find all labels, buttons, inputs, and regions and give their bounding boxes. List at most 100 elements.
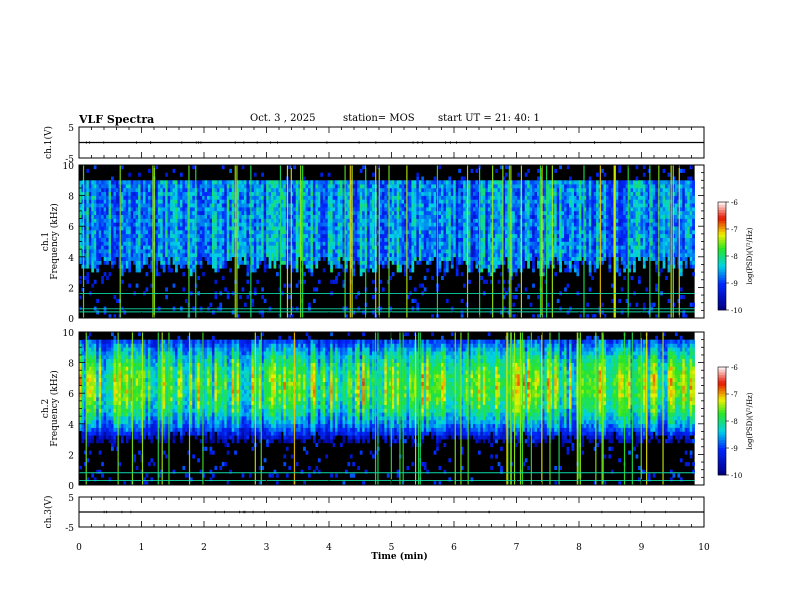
heatmap-cell <box>197 230 200 235</box>
heatmap-cell <box>381 264 385 269</box>
heatmap-cell <box>544 191 548 196</box>
heatmap-cell <box>253 252 257 258</box>
heatmap-cell <box>354 252 358 258</box>
heatmap-cell <box>468 264 471 269</box>
heatmap-cell <box>438 210 442 216</box>
heatmap-cell <box>369 230 373 235</box>
heatmap-cell <box>438 252 442 258</box>
heatmap-cell <box>389 180 393 185</box>
heatmap-cell <box>522 199 526 204</box>
heatmap-cell <box>416 184 420 189</box>
heatmap-cell <box>485 180 489 185</box>
heatmap-cell <box>239 195 242 200</box>
heatmap-cell <box>571 249 575 254</box>
heatmap-cell <box>455 237 459 242</box>
heatmap-cell <box>79 237 82 242</box>
heatmap-cell <box>303 199 306 204</box>
heatmap-cell <box>130 180 134 185</box>
heatmap-cell <box>367 199 370 204</box>
heatmap-cell <box>226 295 230 300</box>
heatmap-cell <box>130 241 134 246</box>
heatmap-cell <box>445 260 449 265</box>
heatmap-cell <box>93 252 97 258</box>
heatmap-cell <box>512 314 516 319</box>
heatmap-cell <box>352 310 356 315</box>
heatmap-cell <box>184 233 188 238</box>
heatmap-cell <box>438 165 442 170</box>
heatmap-cell <box>460 256 464 261</box>
heatmap-cell <box>566 214 570 219</box>
heatmap-cell <box>448 256 452 261</box>
heatmap-cell <box>239 207 242 212</box>
heatmap-cell <box>391 218 395 223</box>
heatmap-cell <box>204 241 208 246</box>
heatmap-cell <box>532 218 535 223</box>
heatmap-cell <box>408 199 412 204</box>
heatmap-cell <box>517 180 521 185</box>
heatmap-cell <box>524 230 528 235</box>
heatmap-cell <box>381 245 385 250</box>
heatmap-cell <box>566 237 570 242</box>
heatmap-cell <box>379 203 383 208</box>
heatmap-cell <box>207 252 210 258</box>
heatmap-cell <box>492 233 496 238</box>
heatmap-cell <box>522 264 526 269</box>
heatmap-cell <box>473 230 476 235</box>
heatmap-cell <box>554 214 558 219</box>
heatmap-cell <box>162 218 166 223</box>
heatmap-cell <box>532 180 535 185</box>
heatmap-cell <box>221 214 225 219</box>
heatmap-cell <box>566 241 570 246</box>
heatmap-cell <box>537 230 540 235</box>
heatmap-cell <box>219 180 223 185</box>
heatmap-cell <box>115 180 119 185</box>
heatmap-cell <box>88 245 92 250</box>
heatmap-cell <box>209 230 213 235</box>
heatmap-cell <box>448 195 452 200</box>
heatmap-cell <box>527 168 530 173</box>
heatmap-cell <box>344 241 348 246</box>
heatmap-cell <box>556 226 560 231</box>
heatmap-cell <box>517 260 521 265</box>
heatmap-cell <box>276 218 279 223</box>
heatmap-cell <box>473 256 476 261</box>
heatmap-cell <box>470 203 474 208</box>
heatmap-cell <box>438 249 442 254</box>
heatmap-cell <box>401 233 405 238</box>
heatmap-cell <box>394 207 397 212</box>
heatmap-cell <box>327 207 331 212</box>
heatmap-cell <box>204 180 208 185</box>
heatmap-cell <box>394 218 397 223</box>
heatmap-cell <box>143 222 146 227</box>
heatmap-cell <box>546 214 550 219</box>
heatmap-cell <box>98 230 102 235</box>
heatmap-cell <box>332 184 336 189</box>
heatmap-cell <box>93 233 97 238</box>
heatmap-cell <box>290 218 294 223</box>
heatmap-cell <box>111 199 114 204</box>
heatmap-cell <box>315 245 319 250</box>
heatmap-cell <box>239 260 242 265</box>
heatmap-cell <box>492 214 496 219</box>
heatmap-cell <box>101 199 104 204</box>
heatmap-cell <box>386 214 390 219</box>
heatmap-cell <box>88 203 92 208</box>
heatmap-cell <box>342 245 346 250</box>
heatmap-cell <box>485 191 489 196</box>
heatmap-cell <box>527 195 530 200</box>
heatmap-cell <box>172 168 176 173</box>
heatmap-cell <box>482 264 486 269</box>
heatmap-cell <box>123 237 127 242</box>
heatmap-cell <box>224 226 228 231</box>
heatmap-cell <box>468 210 471 216</box>
heatmap-cell <box>315 287 319 292</box>
heatmap-cell <box>463 218 466 223</box>
heatmap-cell <box>362 184 365 189</box>
heatmap-cell <box>261 287 264 292</box>
heatmap-cell <box>458 237 461 242</box>
heatmap-cell <box>396 252 400 258</box>
heatmap-cell <box>303 237 306 242</box>
heatmap-cell <box>485 249 489 254</box>
heatmap-cell <box>243 207 247 212</box>
heatmap-cell <box>391 241 395 246</box>
